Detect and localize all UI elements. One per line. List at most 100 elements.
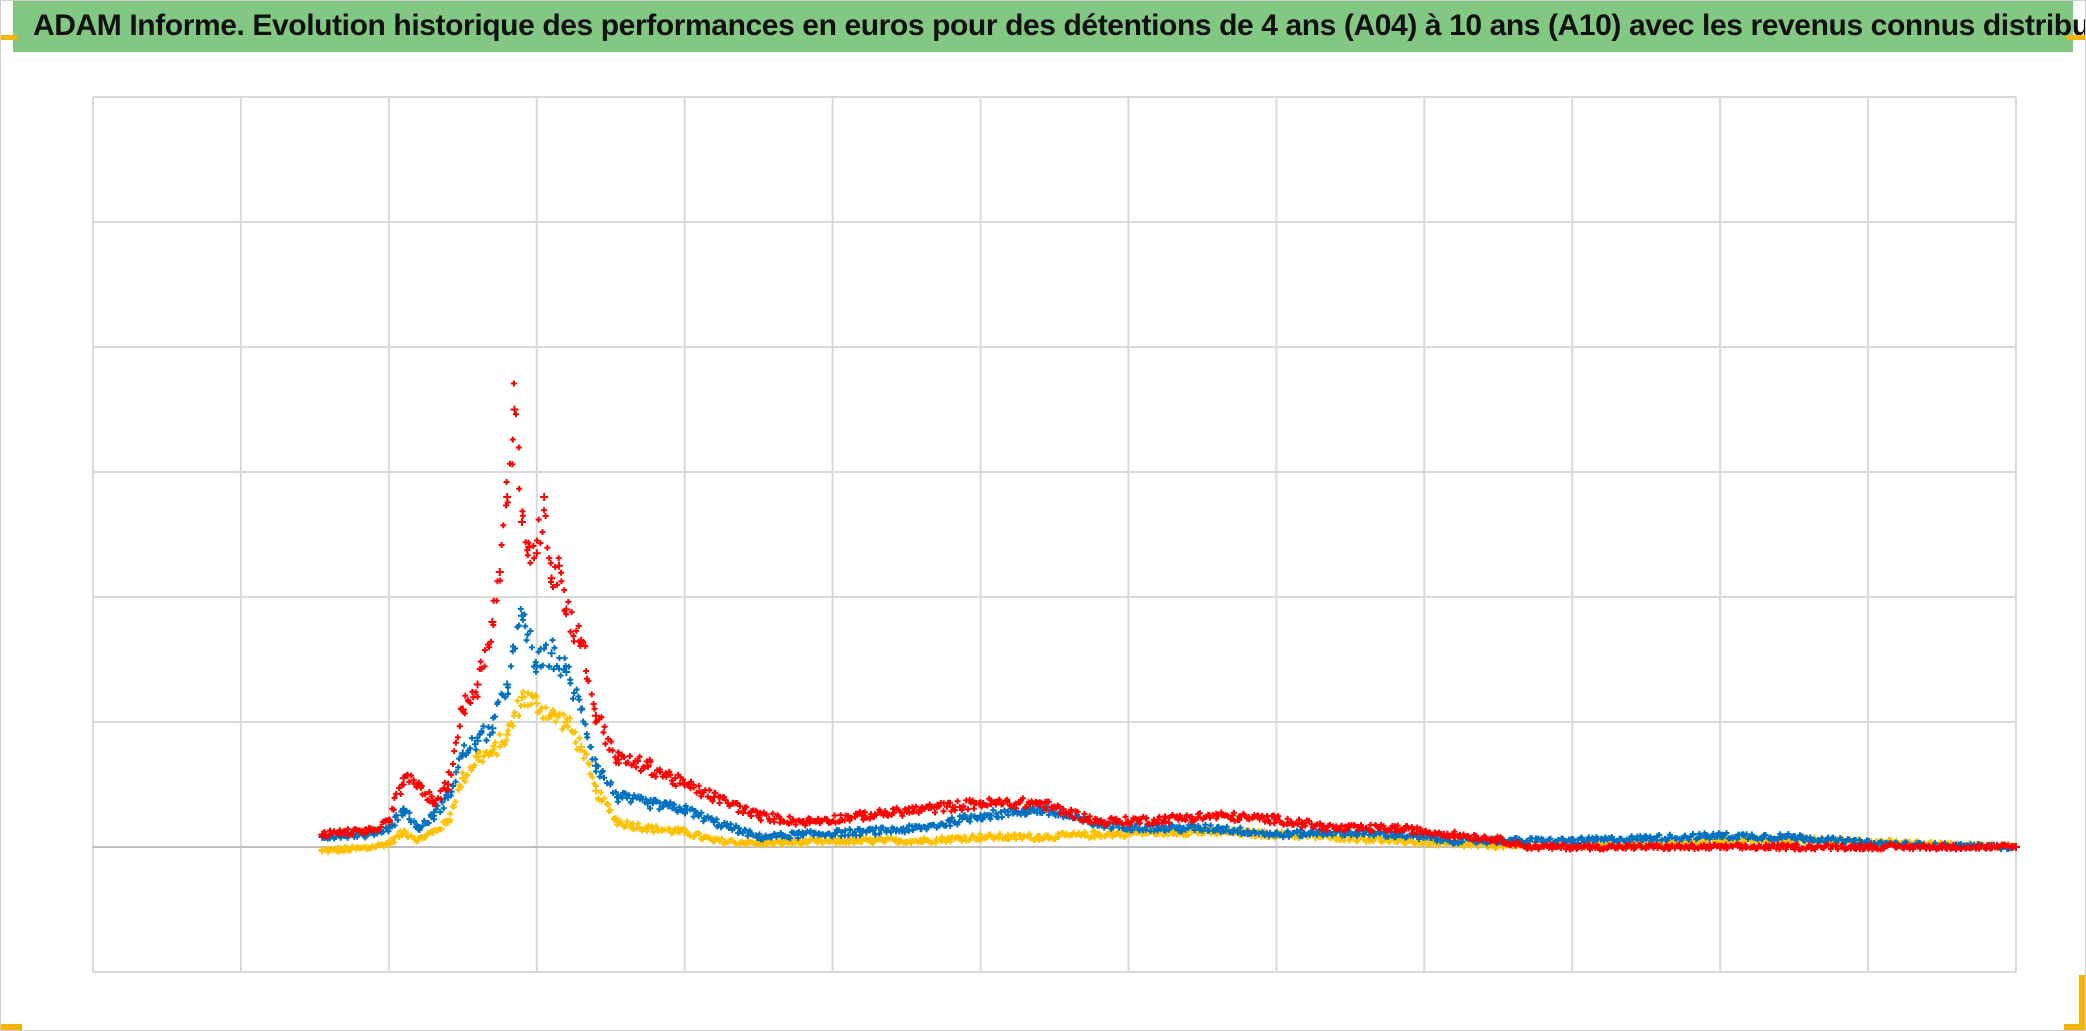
data-point xyxy=(458,705,467,714)
data-point xyxy=(1272,815,1281,824)
corner-accent-bottom-left xyxy=(0,1024,22,1031)
data-point xyxy=(1790,843,1799,851)
data-point xyxy=(1213,811,1222,820)
data-point xyxy=(488,618,497,626)
data-point xyxy=(429,799,438,808)
data-point xyxy=(614,755,623,764)
chart-title: ADAM Informe. Evolution historique des p… xyxy=(33,9,2086,42)
data-point xyxy=(1035,799,1044,808)
data-point xyxy=(710,836,719,845)
data-point xyxy=(399,828,408,836)
data-point xyxy=(414,824,423,833)
data-point xyxy=(414,780,423,789)
data-point xyxy=(577,636,586,645)
data-point xyxy=(858,836,867,845)
data-point xyxy=(614,793,623,801)
data-point xyxy=(643,824,652,833)
data-point xyxy=(1864,843,1873,851)
data-point xyxy=(510,405,519,414)
data-point xyxy=(1213,824,1222,833)
data-point xyxy=(517,693,526,701)
data-point xyxy=(591,786,600,795)
data-point xyxy=(1272,830,1281,839)
corner-accent-right-edge xyxy=(2079,975,2086,1031)
data-point xyxy=(680,828,689,836)
data-point xyxy=(495,568,504,576)
data-point xyxy=(754,833,763,841)
data-point xyxy=(488,724,497,733)
series-markers xyxy=(319,380,2017,853)
data-point xyxy=(643,761,652,770)
data-point xyxy=(1154,815,1163,824)
data-point xyxy=(591,711,600,720)
data-point xyxy=(318,830,327,839)
data-point xyxy=(1642,834,1651,843)
data-point xyxy=(473,736,482,745)
data-point xyxy=(976,811,985,820)
data-point xyxy=(399,774,408,783)
data-point xyxy=(458,774,467,783)
data-point xyxy=(858,811,867,820)
data-point xyxy=(1938,843,1947,851)
series-2 xyxy=(318,380,2020,853)
data-point xyxy=(917,805,926,814)
data-point xyxy=(917,824,926,833)
data-point xyxy=(710,793,719,801)
data-point xyxy=(1716,831,1725,840)
data-point xyxy=(547,649,556,658)
data-point xyxy=(799,838,808,846)
data-point xyxy=(1094,830,1103,839)
data-point xyxy=(340,828,349,836)
data-point xyxy=(384,839,393,848)
data-point xyxy=(577,705,586,714)
data-point xyxy=(473,680,482,689)
data-point xyxy=(1716,843,1725,851)
data-point xyxy=(562,668,571,676)
data-point xyxy=(362,828,371,836)
data-point xyxy=(1568,843,1577,851)
data-point xyxy=(799,830,808,839)
data-point xyxy=(1642,843,1651,851)
data-point xyxy=(540,493,549,501)
data-point xyxy=(1331,824,1340,833)
data-point xyxy=(503,493,512,501)
data-point xyxy=(1094,818,1103,826)
corner-accent-top-right xyxy=(2067,35,2086,40)
data-point xyxy=(532,549,541,558)
data-point xyxy=(1790,833,1799,841)
title-bar: ADAM Informe. Evolution historique des p… xyxy=(13,0,2086,52)
data-point xyxy=(1523,843,1532,851)
data-point xyxy=(591,761,600,770)
data-point xyxy=(562,718,571,726)
data-point xyxy=(517,611,526,620)
data-point xyxy=(458,749,467,758)
data-point xyxy=(799,818,808,826)
data-point xyxy=(976,799,985,808)
data-point xyxy=(577,743,586,751)
data-point xyxy=(614,818,623,826)
data-point xyxy=(340,845,349,854)
data-point xyxy=(362,844,371,853)
data-point xyxy=(414,835,423,844)
data-point xyxy=(2012,843,2020,851)
data-point xyxy=(1494,835,1503,844)
data-point xyxy=(1449,830,1458,839)
data-point xyxy=(562,605,571,614)
data-point xyxy=(399,805,408,814)
corner-accent-top-left xyxy=(0,35,17,40)
data-point xyxy=(680,805,689,814)
data-point xyxy=(547,574,556,583)
data-point xyxy=(318,846,327,855)
data-point xyxy=(384,818,393,826)
data-point xyxy=(444,818,453,826)
series-layer xyxy=(318,380,2020,856)
data-point xyxy=(503,730,512,739)
data-point xyxy=(976,833,985,841)
data-point xyxy=(547,711,556,720)
data-point xyxy=(1154,824,1163,833)
data-point xyxy=(680,780,689,789)
data-point xyxy=(444,793,453,801)
data-point xyxy=(858,828,867,836)
data-point xyxy=(1390,824,1399,833)
